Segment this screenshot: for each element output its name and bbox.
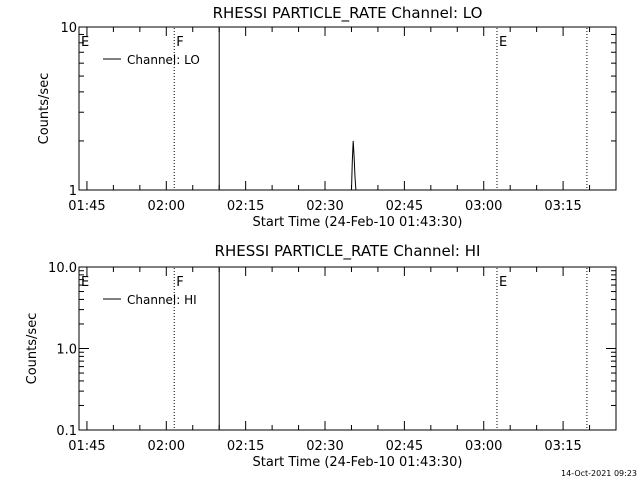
chart-2-y-tick-label: 10.0 <box>48 261 77 276</box>
chart-2-y-axis-label: Counts/sec <box>25 313 40 385</box>
chart-1-marker-label: F <box>176 35 183 50</box>
chart-2-title: RHESSI PARTICLE_RATE Channel: HI <box>215 242 481 261</box>
chart-2-x-tick-label: 03:00 <box>465 439 502 454</box>
chart-1-title: RHESSI PARTICLE_RATE Channel: LO <box>213 4 483 23</box>
chart-2-x-tick-label: 02:15 <box>227 439 264 454</box>
chart-1-y-axis-label: Counts/sec <box>37 73 52 145</box>
chart-2-plot-frame <box>78 266 617 431</box>
chart-1-x-tick-label: 02:15 <box>227 199 264 214</box>
chart-1-y-tick-label: 10 <box>60 21 77 36</box>
chart-2-y-tick-label: 1.0 <box>56 343 77 358</box>
chart-1-x-tick-label: 03:00 <box>465 199 502 214</box>
chart-1-marker-label: E <box>499 35 507 50</box>
chart-1-marker-label: E <box>81 35 89 50</box>
chart-2-marker-label: E <box>81 275 89 290</box>
chart-2-marker-label: F <box>176 275 183 290</box>
print-timestamp: 14-Oct-2021 09:23 <box>561 469 637 478</box>
chart-2-x-axis-label: Start Time (24-Feb-10 01:43:30) <box>253 455 463 470</box>
chart-1-legend-label: Channel: LO <box>127 53 200 67</box>
chart-2-x-tick-label: 02:45 <box>386 439 423 454</box>
chart-2-x-tick-label: 02:00 <box>148 439 185 454</box>
chart-2-x-tick-label: 02:30 <box>306 439 343 454</box>
chart-1-y-tick-label: 1 <box>69 184 77 199</box>
chart-1-plot-frame <box>78 26 617 191</box>
chart-2-y-tick-label: 0.1 <box>56 424 77 439</box>
chart-1-x-axis-label: Start Time (24-Feb-10 01:43:30) <box>253 215 463 230</box>
chart-1-x-tick-label: 02:45 <box>386 199 423 214</box>
chart-1-x-tick-label: 02:30 <box>306 199 343 214</box>
chart-2-marker-label: E <box>499 275 507 290</box>
chart-1-x-tick-label: 01:45 <box>68 199 105 214</box>
chart-2-x-tick-label: 03:15 <box>544 439 581 454</box>
chart-1-x-tick-label: 02:00 <box>148 199 185 214</box>
chart-1-series-line <box>351 140 357 191</box>
chart-2-legend-label: Channel: HI <box>127 293 197 307</box>
chart-1-x-tick-label: 03:15 <box>544 199 581 214</box>
chart-2-x-tick-label: 01:45 <box>68 439 105 454</box>
